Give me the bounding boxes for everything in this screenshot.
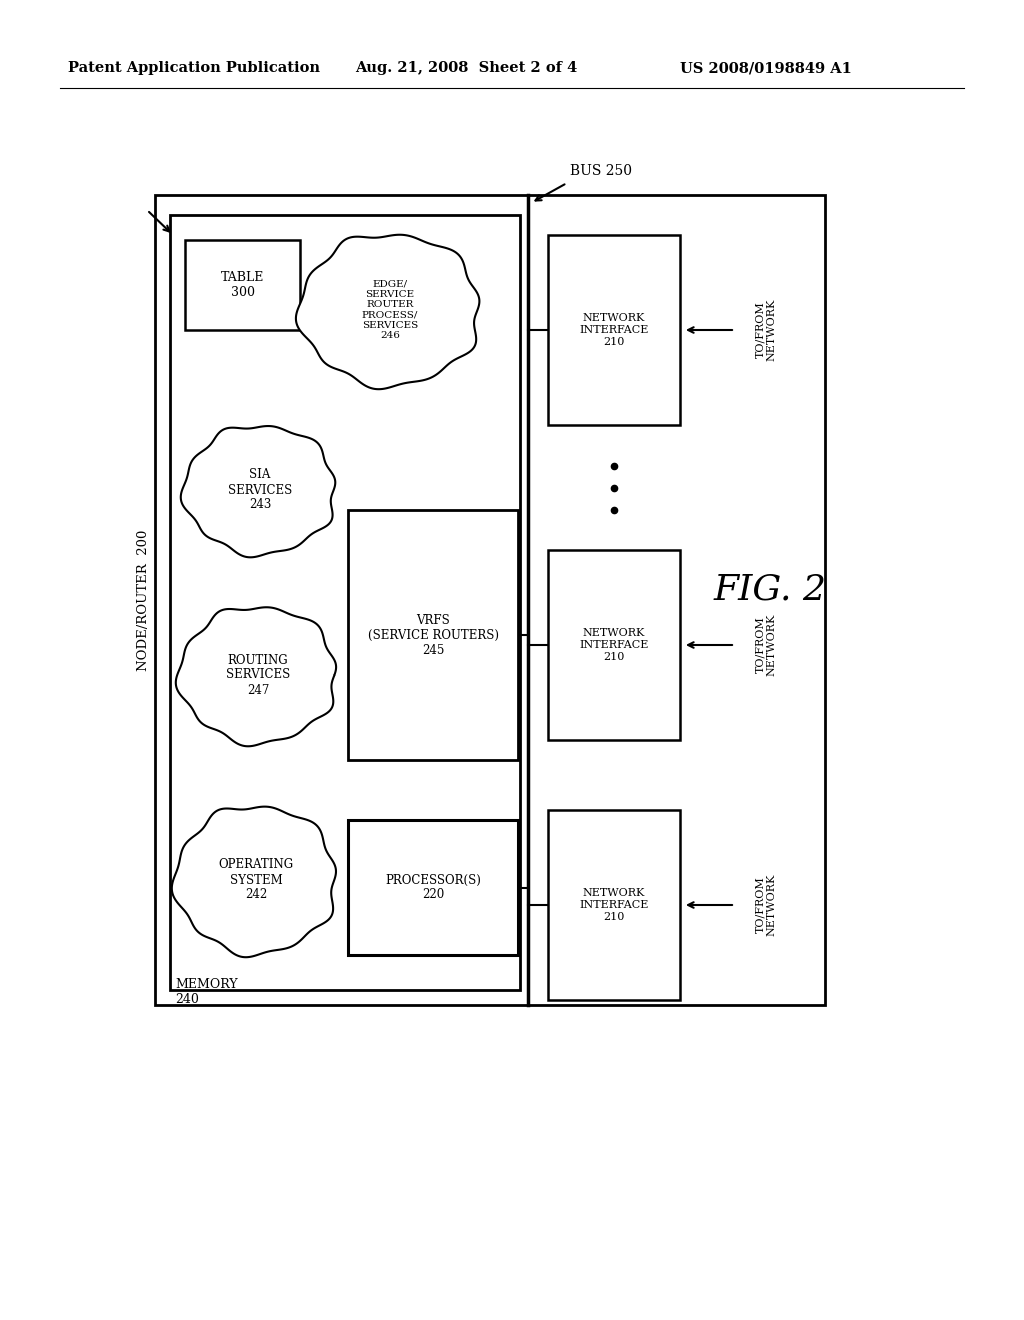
Polygon shape [172,807,336,957]
Text: OPERATING
SYSTEM
242: OPERATING SYSTEM 242 [218,858,294,902]
Text: VRFS
(SERVICE ROUTERS)
245: VRFS (SERVICE ROUTERS) 245 [368,614,499,656]
Text: EDGE/
SERVICE
ROUTER
PROCESS/
SERVICES
246: EDGE/ SERVICE ROUTER PROCESS/ SERVICES 2… [361,280,418,341]
Polygon shape [176,607,336,746]
Text: PROCESSOR(S)
220: PROCESSOR(S) 220 [385,874,481,902]
Bar [185,240,300,330]
Bar [348,510,518,760]
Bar [548,810,680,1001]
Text: NODE/ROUTER  200: NODE/ROUTER 200 [136,529,150,671]
Text: FIG. 2: FIG. 2 [714,573,826,607]
Text: SIA
SERVICES
243: SIA SERVICES 243 [228,469,292,511]
Text: NETWORK
INTERFACE
210: NETWORK INTERFACE 210 [580,888,648,921]
Text: Patent Application Publication: Patent Application Publication [68,61,319,75]
Text: TO/FROM
NETWORK: TO/FROM NETWORK [755,874,776,936]
Text: Aug. 21, 2008  Sheet 2 of 4: Aug. 21, 2008 Sheet 2 of 4 [355,61,578,75]
Bar [155,195,825,1005]
Text: TO/FROM
NETWORK: TO/FROM NETWORK [755,614,776,676]
Polygon shape [296,235,479,389]
Text: NETWORK
INTERFACE
210: NETWORK INTERFACE 210 [580,628,648,661]
Bar [548,235,680,425]
Bar [548,550,680,741]
Text: US 2008/0198849 A1: US 2008/0198849 A1 [680,61,852,75]
Bar [170,215,520,990]
Text: TO/FROM
NETWORK: TO/FROM NETWORK [755,298,776,362]
Text: NETWORK
INTERFACE
210: NETWORK INTERFACE 210 [580,313,648,347]
Bar [348,820,518,954]
Text: TABLE
300: TABLE 300 [221,271,264,300]
Polygon shape [181,426,335,557]
Text: BUS 250: BUS 250 [570,164,632,178]
Text: ROUTING
SERVICES
247: ROUTING SERVICES 247 [226,653,290,697]
Text: MEMORY
240: MEMORY 240 [175,978,238,1006]
